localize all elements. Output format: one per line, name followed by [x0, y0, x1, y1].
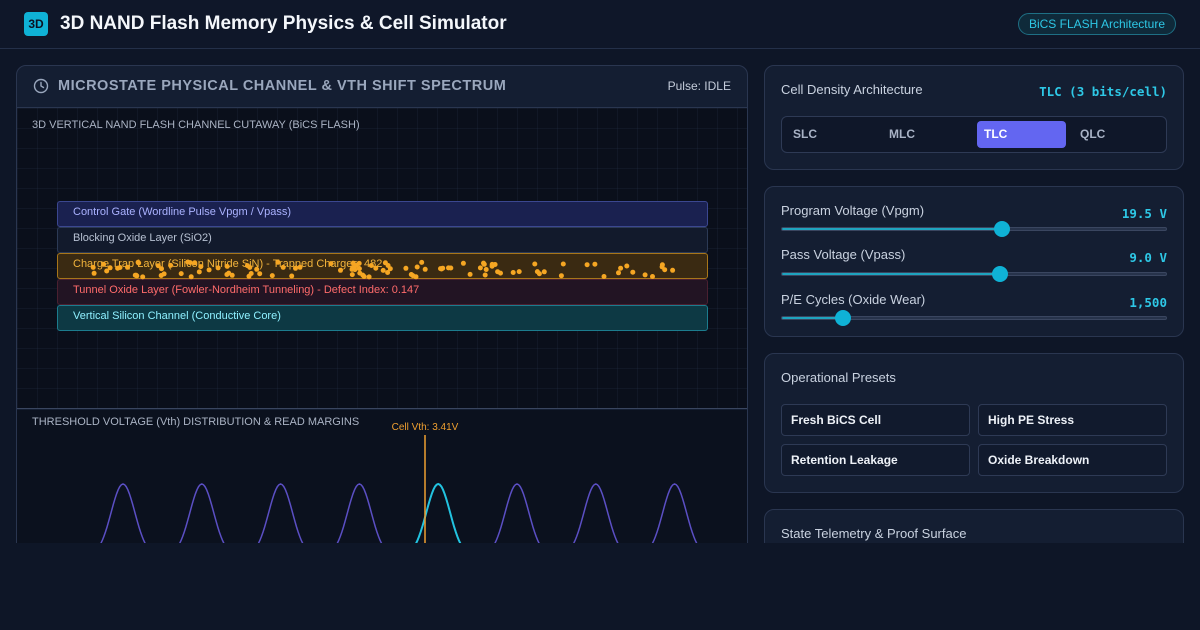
vth-distribution: THRESHOLD VOLTAGE (Vth) DISTRIBUTION & R…	[17, 410, 747, 554]
spectrum-panel: MICROSTATE PHYSICAL CHANNEL & VTH SHIFT …	[16, 65, 748, 555]
blocking-oxide-label: Blocking Oxide Layer (SiO2)	[73, 232, 212, 244]
architecture-badge: BiCS FLASH Architecture	[1017, 13, 1176, 35]
vpass-fill	[782, 273, 1000, 275]
density-card: Cell Density Architecture TLC (3 bits/ce…	[764, 65, 1184, 170]
vpgm-fill	[782, 228, 1003, 230]
pe-cycles-slider[interactable]	[781, 310, 1167, 326]
vpgm-slider[interactable]	[781, 221, 1167, 237]
vpass-slider[interactable]	[781, 266, 1167, 282]
tunnel-oxide-label: Tunnel Oxide Layer (Fowler-Nordheim Tunn…	[73, 284, 420, 296]
cutaway-label: 3D VERTICAL NAND FLASH CHANNEL CUTAWAY (…	[32, 119, 360, 131]
vpgm-label: Program Voltage (Vpgm)	[781, 203, 925, 218]
presets-card: Operational Presets Fresh BiCS Cell High…	[764, 353, 1184, 493]
preset-retention-button[interactable]: Retention Leakage	[781, 444, 970, 476]
density-option-slc[interactable]: SLC	[793, 127, 817, 141]
clock-icon	[33, 78, 49, 94]
telemetry-title: State Telemetry & Proof Surface	[781, 526, 967, 541]
panel-header: MICROSTATE PHYSICAL CHANNEL & VTH SHIFT …	[17, 66, 747, 108]
pe-cycles-thumb[interactable]	[835, 310, 852, 326]
vpass-label: Pass Voltage (Vpass)	[781, 247, 906, 262]
pe-cycles-value: 1,500	[1129, 295, 1167, 310]
vpgm-value: 19.5 V	[1121, 206, 1167, 221]
density-option-qlc[interactable]: QLC	[1080, 127, 1106, 141]
vth-label: THRESHOLD VOLTAGE (Vth) DISTRIBUTION & R…	[32, 416, 360, 428]
cell-vth-label: Cell Vth: 3.41V	[392, 422, 459, 433]
vth-state-curve	[248, 483, 313, 554]
vth-state-curve	[405, 482, 471, 554]
density-option-mlc[interactable]: MLC	[889, 127, 915, 141]
presets-title: Operational Presets	[781, 370, 896, 385]
preset-high-pe-button[interactable]: High PE Stress	[978, 404, 1167, 436]
app-title: 3D NAND Flash Memory Physics & Cell Simu…	[60, 13, 507, 34]
preset-fresh-button[interactable]: Fresh BiCS Cell	[781, 404, 970, 436]
page-background	[0, 543, 1200, 630]
vth-state-curve	[484, 483, 550, 554]
density-selector: SLC MLC TLC QLC	[781, 116, 1167, 153]
voltage-card: Program Voltage (Vpgm) 19.5 V Pass Volta…	[764, 186, 1184, 337]
tunnel-oxide-layer[interactable]: Tunnel Oxide Layer (Fowler-Nordheim Tunn…	[57, 279, 708, 305]
vth-state-curve	[563, 483, 629, 554]
vpass-thumb[interactable]	[991, 266, 1008, 282]
vth-state-curve	[169, 483, 235, 554]
vth-state-curve	[90, 483, 156, 554]
top-bar: 3D 3D NAND Flash Memory Physics & Cell S…	[0, 0, 1200, 49]
charge-trap-label: Charge Trap Layer (Silicon Nitride SiN) …	[73, 258, 383, 270]
channel-label: Vertical Silicon Channel (Conductive Cor…	[73, 310, 281, 322]
vpgm-thumb[interactable]	[994, 221, 1011, 237]
pe-cycles-label: P/E Cycles (Oxide Wear)	[781, 292, 926, 307]
preset-oxide-breakdown-button[interactable]: Oxide Breakdown	[978, 444, 1167, 476]
pulse-status: Pulse: IDLE	[667, 79, 731, 93]
density-title: Cell Density Architecture	[781, 82, 923, 97]
app-logo: 3D	[24, 12, 48, 36]
silicon-channel-layer[interactable]: Vertical Silicon Channel (Conductive Cor…	[57, 305, 708, 331]
control-gate-layer[interactable]: Control Gate (Wordline Pulse Vpgm / Vpas…	[57, 201, 708, 227]
blocking-oxide-layer[interactable]: Blocking Oxide Layer (SiO2)	[57, 227, 708, 253]
density-value: TLC (3 bits/cell)	[1039, 84, 1167, 99]
panel-title: MICROSTATE PHYSICAL CHANNEL & VTH SHIFT …	[58, 78, 507, 94]
charge-trap-layer[interactable]: Charge Trap Layer (Silicon Nitride SiN) …	[57, 253, 708, 279]
vth-state-curve	[327, 483, 392, 554]
channel-cutaway: 3D VERTICAL NAND FLASH CHANNEL CUTAWAY (…	[17, 108, 747, 409]
vpass-value: 9.0 V	[1129, 250, 1167, 265]
pe-cycles-fill	[782, 317, 844, 319]
vth-state-curve	[642, 483, 707, 554]
control-gate-label: Control Gate (Wordline Pulse Vpgm / Vpas…	[73, 206, 292, 218]
density-option-tlc[interactable]: TLC	[977, 121, 1066, 148]
vth-chart: Cell Vth: 3.41V	[90, 422, 707, 554]
